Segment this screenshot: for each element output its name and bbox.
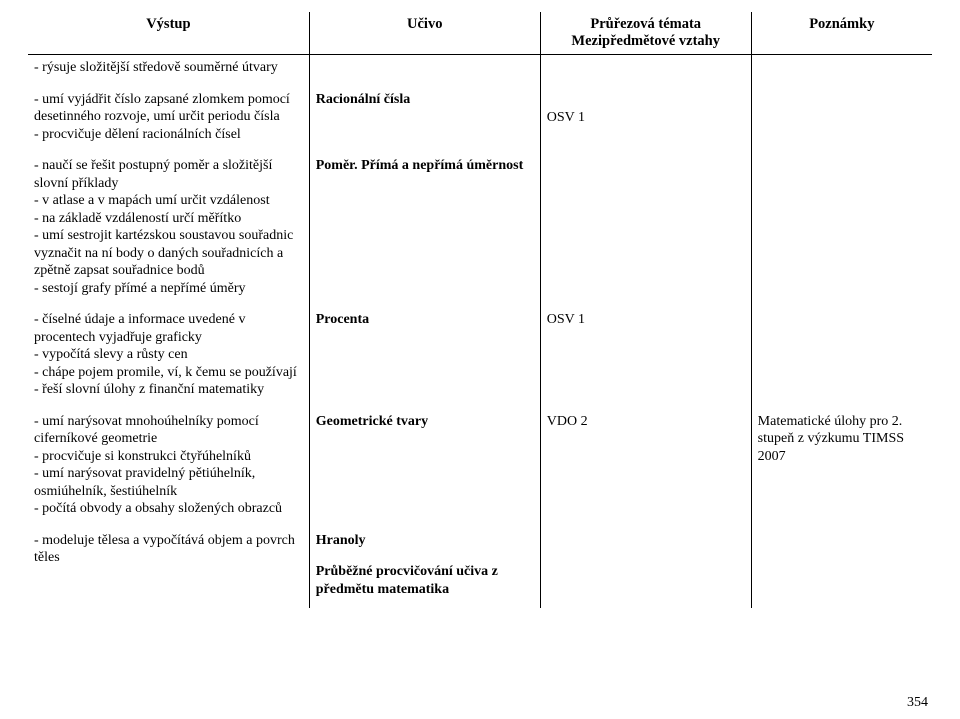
table-row: - umí vyjádřit číslo zapsané zlomkem pom… xyxy=(28,87,932,154)
vystup-line: - umí narýsovat pravidelný pětiúhelník, … xyxy=(34,465,303,500)
vystup-line: - modeluje tělesa a vypočítává objem a p… xyxy=(34,532,303,567)
poznamky-text: Matematické úlohy pro 2. stupeň z výzkum… xyxy=(758,413,926,466)
cell-prurez: OSV 1 xyxy=(540,87,751,154)
cell-vystup: - číselné údaje a informace uvedené v pr… xyxy=(28,307,309,409)
vystup-line: - umí sestrojit kartézskou soustavou sou… xyxy=(34,227,303,280)
cell-prurez: OSV 1 xyxy=(540,307,751,409)
vystup-line: - chápe pojem promile, ví, k čemu se pou… xyxy=(34,364,303,382)
cell-ucivo: Procenta xyxy=(309,307,540,409)
cell-poznamky xyxy=(751,307,932,409)
ucivo-title: Geometrické tvary xyxy=(316,413,534,431)
cell-vystup: - rýsuje složitější středově souměrné út… xyxy=(28,55,309,87)
page-number: 354 xyxy=(907,695,928,711)
cell-ucivo xyxy=(309,55,540,87)
ucivo-title: Racionální čísla xyxy=(316,91,534,109)
ucivo-title: Hranoly xyxy=(316,532,534,550)
ucivo-title: Poměr. Přímá a nepřímá úměrnost xyxy=(316,157,534,175)
cell-prurez xyxy=(540,55,751,87)
curriculum-table: Výstup Učivo Průřezová témata Mezipředmě… xyxy=(28,12,932,608)
vystup-line: - vypočítá slevy a růsty cen xyxy=(34,346,303,364)
vystup-line: - naučí se řešit postupný poměr a složit… xyxy=(34,157,303,192)
cell-prurez: VDO 2 xyxy=(540,409,751,528)
cell-poznamky xyxy=(751,87,932,154)
vystup-line: - umí vyjádřit číslo zapsané zlomkem pom… xyxy=(34,91,303,126)
table-row: - umí narýsovat mnohoúhelníky pomocí cif… xyxy=(28,409,932,528)
cell-ucivo: Racionální čísla xyxy=(309,87,540,154)
cell-vystup: - umí vyjádřit číslo zapsané zlomkem pom… xyxy=(28,87,309,154)
cell-ucivo: Hranoly Průběžné procvičování učiva z př… xyxy=(309,528,540,609)
cell-prurez xyxy=(540,528,751,609)
prurez-text: OSV 1 xyxy=(547,311,745,329)
cell-ucivo: Poměr. Přímá a nepřímá úměrnost xyxy=(309,153,540,307)
table-row: - naučí se řešit postupný poměr a složit… xyxy=(28,153,932,307)
vystup-line: - číselné údaje a informace uvedené v pr… xyxy=(34,311,303,346)
table-body: - rýsuje složitější středově souměrné út… xyxy=(28,55,932,609)
page: Výstup Učivo Průřezová témata Mezipředmě… xyxy=(0,0,960,719)
table-row: - rýsuje složitější středově souměrné út… xyxy=(28,55,932,87)
vystup-line: - procvičuje si konstrukci čtyřúhelníků xyxy=(34,448,303,466)
table-row: - číselné údaje a informace uvedené v pr… xyxy=(28,307,932,409)
cell-ucivo: Geometrické tvary xyxy=(309,409,540,528)
vystup-line: - řeší slovní úlohy z finanční matematik… xyxy=(34,381,303,399)
cell-vystup: - modeluje tělesa a vypočítává objem a p… xyxy=(28,528,309,609)
col-header-prurez-line1: Průřezová témata xyxy=(547,16,745,33)
col-header-ucivo: Učivo xyxy=(309,12,540,55)
ucivo-sub: Průběžné procvičování učiva z předmětu m… xyxy=(316,563,534,598)
cell-poznamky xyxy=(751,153,932,307)
ucivo-title: Procenta xyxy=(316,311,534,329)
col-header-vystup: Výstup xyxy=(28,12,309,55)
cell-vystup: - naučí se řešit postupný poměr a složit… xyxy=(28,153,309,307)
cell-vystup: - umí narýsovat mnohoúhelníky pomocí cif… xyxy=(28,409,309,528)
table-header-row: Výstup Učivo Průřezová témata Mezipředmě… xyxy=(28,12,932,55)
prurez-text: VDO 2 xyxy=(547,413,745,431)
col-header-prurez-line2: Mezipředmětové vztahy xyxy=(547,33,745,50)
col-header-poznamky: Poznámky xyxy=(751,12,932,55)
vystup-line: - v atlase a v mapách umí určit vzdáleno… xyxy=(34,192,303,210)
prurez-text: OSV 1 xyxy=(547,109,745,127)
vystup-line: - rýsuje složitější středově souměrné út… xyxy=(34,59,303,77)
cell-prurez xyxy=(540,153,751,307)
col-header-prurez: Průřezová témata Mezipředmětové vztahy xyxy=(540,12,751,55)
table-row: - modeluje tělesa a vypočítává objem a p… xyxy=(28,528,932,609)
vystup-line: - umí narýsovat mnohoúhelníky pomocí cif… xyxy=(34,413,303,448)
vystup-line: - procvičuje dělení racionálních čísel xyxy=(34,126,303,144)
vystup-line: - sestojí grafy přímé a nepřímé úměry xyxy=(34,280,303,298)
vystup-line: - na základě vzdáleností určí měřítko xyxy=(34,210,303,228)
cell-poznamky: Matematické úlohy pro 2. stupeň z výzkum… xyxy=(751,409,932,528)
cell-poznamky xyxy=(751,55,932,87)
cell-poznamky xyxy=(751,528,932,609)
vystup-line: - počítá obvody a obsahy složených obraz… xyxy=(34,500,303,518)
